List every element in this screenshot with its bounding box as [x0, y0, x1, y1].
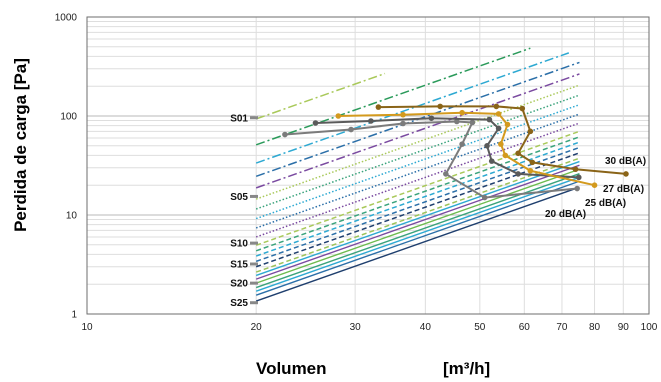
noise-curve-point — [498, 141, 504, 147]
y-tick-label: 100 — [60, 112, 77, 123]
setting-line — [255, 152, 580, 268]
x-tick-label: 70 — [556, 322, 568, 333]
noise-curve-point — [375, 104, 382, 110]
setting-label-s01: S01 — [230, 113, 248, 124]
noise-curve-point — [335, 113, 342, 119]
noise-curve-point — [495, 125, 502, 132]
noise-curve-label: 20 dB(A) — [545, 209, 586, 220]
noise-curve-point — [527, 167, 534, 174]
x-tick-label: 30 — [350, 322, 362, 333]
setting-label-s15: S15 — [230, 259, 248, 270]
grid — [87, 17, 649, 314]
setting-line — [255, 73, 580, 189]
noise-curve-point — [454, 118, 460, 125]
noise-curve-point — [368, 118, 374, 124]
setting-line — [255, 160, 580, 277]
setting-line — [255, 47, 531, 146]
noise-curve-point — [312, 120, 319, 126]
noise-curve-point — [529, 159, 536, 166]
noise-curve-point — [469, 119, 476, 126]
noise-curve-point — [504, 121, 511, 128]
noise-curves: 20 dB(A)25 dB(A) 27 dB(A) 30 dB(A) — [282, 103, 646, 220]
noise-curve-point — [515, 171, 521, 177]
noise-curve-point — [428, 115, 435, 122]
y-tick-labels: 1 10 100 1000 — [55, 13, 78, 321]
x-axis-unit: [m³/h] — [443, 359, 490, 378]
x-axis-title: Volumen — [256, 359, 327, 378]
noise-curve-point — [502, 152, 509, 159]
setting-line — [255, 168, 580, 284]
y-tick-label: 10 — [66, 211, 78, 222]
noise-curve-point — [574, 185, 580, 192]
noise-curve-label: 25 dB(A) — [585, 198, 626, 209]
setting-line — [255, 164, 580, 280]
noise-curve-point — [591, 182, 598, 188]
noise-curve-point — [527, 128, 534, 135]
x-tick-label: 50 — [474, 322, 486, 333]
noise-curve-point — [484, 143, 490, 149]
setting-line — [255, 103, 580, 220]
noise-curve-point — [459, 109, 465, 116]
y-tick-label: 1000 — [55, 13, 78, 24]
x-tick-label: 10 — [81, 322, 93, 333]
setting-line — [255, 84, 580, 200]
setting-line — [255, 176, 580, 292]
noise-curve-point — [282, 131, 288, 138]
setting-line — [255, 94, 580, 210]
noise-curve-point — [623, 171, 629, 177]
series-labels: S01 S05 S10 S15 S20 S25 — [230, 113, 258, 309]
noise-curve-point — [495, 111, 502, 117]
setting-line — [255, 136, 580, 252]
setting-line — [255, 157, 580, 273]
x-tick-label: 90 — [618, 322, 630, 333]
noise-curve-point — [437, 103, 443, 110]
setting-line — [255, 130, 580, 246]
noise-curve-point — [493, 103, 500, 110]
noise-curve-label: 27 dB(A) — [603, 184, 644, 195]
setting-line — [255, 72, 386, 120]
y-tick-label: 1 — [71, 310, 77, 321]
noise-curve-point — [443, 171, 449, 177]
noise-curve-point — [575, 174, 582, 181]
noise-curve-point — [572, 166, 579, 173]
setting-label-s10: S10 — [230, 239, 248, 250]
setting-line — [255, 141, 580, 257]
noise-curve-point — [459, 141, 465, 147]
plot-area — [86, 16, 650, 315]
setting-label-s20: S20 — [230, 279, 248, 290]
setting-line — [255, 146, 580, 263]
setting-label-s25: S25 — [230, 298, 248, 309]
x-tick-label: 80 — [589, 322, 601, 333]
setting-line — [255, 186, 580, 302]
noise-curve-point — [348, 126, 354, 133]
noise-curve-point — [400, 120, 406, 127]
x-tick-label: 60 — [519, 322, 531, 333]
setting-line — [255, 52, 570, 164]
noise-curve-point — [515, 150, 521, 157]
noise-curve-point — [519, 105, 526, 112]
noise-curve-point — [488, 158, 495, 164]
x-tick-label: 40 — [420, 322, 432, 333]
noise-curve-point — [486, 116, 493, 123]
setting-line — [255, 122, 580, 238]
y-axis-title: Perdida de carga [Pa] — [11, 58, 30, 232]
x-tick-labels: 10 20 30 40 50 60 70 80 90 100 — [81, 322, 657, 333]
x-tick-label: 20 — [251, 322, 263, 333]
x-tick-label: 100 — [641, 322, 658, 333]
setting-line — [255, 113, 580, 229]
noise-curve-point — [481, 194, 488, 201]
noise-curve-point — [400, 111, 406, 118]
setting-label-s05: S05 — [230, 192, 248, 203]
noise-curve-label: 30 dB(A) — [605, 156, 646, 167]
setting-line — [255, 180, 580, 296]
